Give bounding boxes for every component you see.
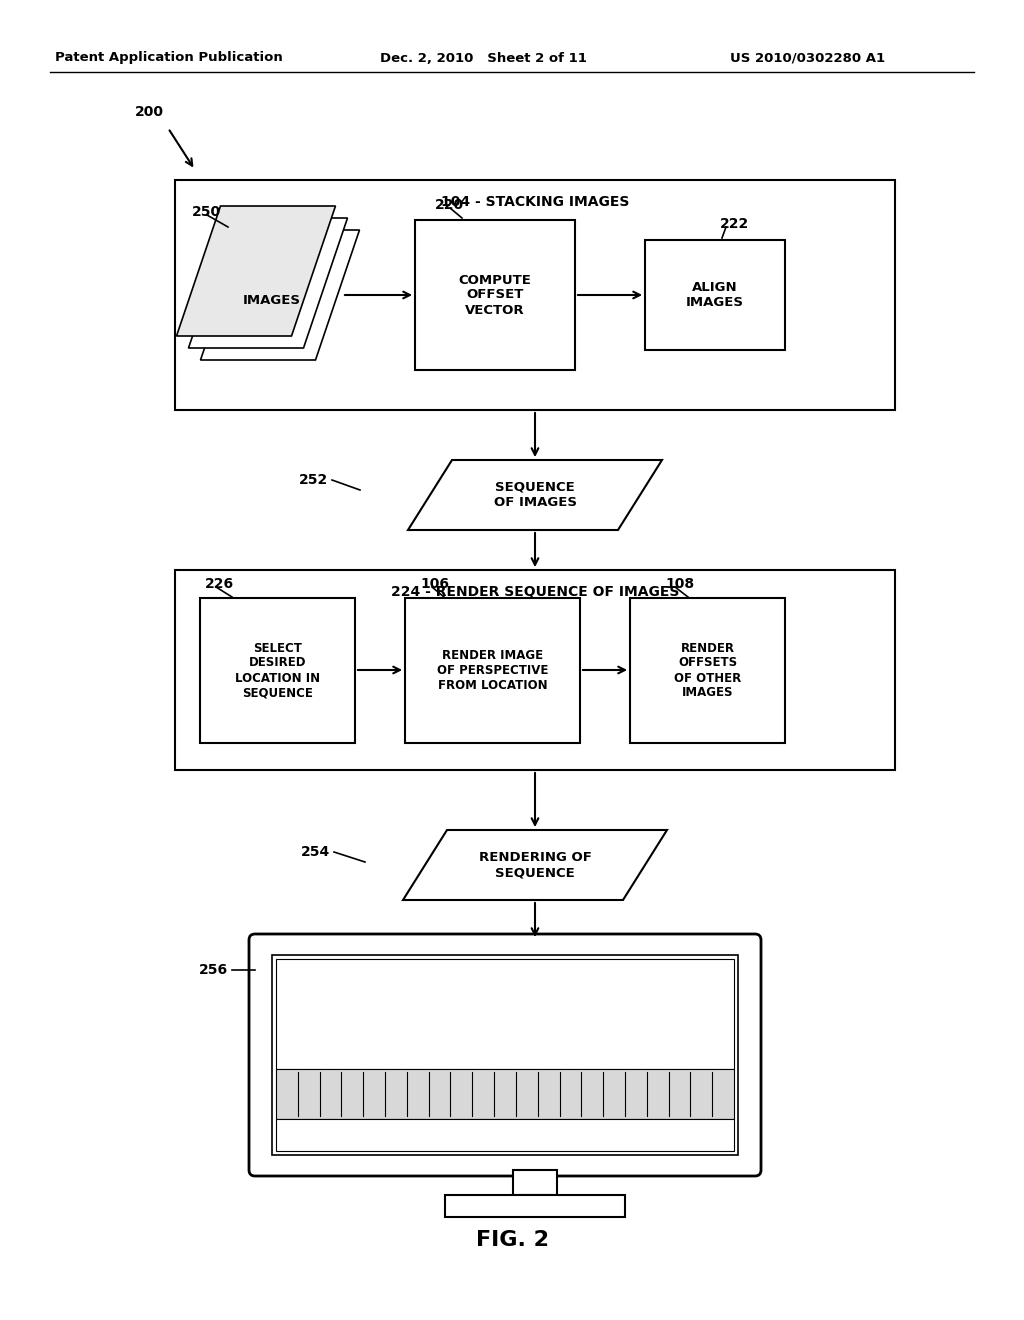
Polygon shape bbox=[188, 218, 347, 348]
Text: RENDER IMAGE
OF PERSPECTIVE
FROM LOCATION: RENDER IMAGE OF PERSPECTIVE FROM LOCATIO… bbox=[437, 649, 548, 692]
Text: US 2010/0302280 A1: US 2010/0302280 A1 bbox=[730, 51, 885, 65]
Text: 256: 256 bbox=[199, 964, 228, 977]
Bar bbox=[513, 1170, 557, 1195]
Bar bbox=[272, 954, 738, 1155]
Polygon shape bbox=[408, 459, 662, 531]
Text: 224 - RENDER SEQUENCE OF IMAGES: 224 - RENDER SEQUENCE OF IMAGES bbox=[391, 585, 679, 599]
Text: 226: 226 bbox=[205, 577, 234, 591]
Text: 250: 250 bbox=[193, 205, 221, 219]
Text: COMPUTE
OFFSET
VECTOR: COMPUTE OFFSET VECTOR bbox=[459, 273, 531, 317]
Text: 222: 222 bbox=[720, 216, 750, 231]
Bar bbox=[276, 1119, 734, 1151]
Text: 220: 220 bbox=[435, 198, 464, 213]
Bar bbox=[630, 598, 785, 743]
Text: Patent Application Publication: Patent Application Publication bbox=[55, 51, 283, 65]
Text: RENDERING OF
SEQUENCE: RENDERING OF SEQUENCE bbox=[478, 851, 592, 879]
Text: Dec. 2, 2010   Sheet 2 of 11: Dec. 2, 2010 Sheet 2 of 11 bbox=[380, 51, 587, 65]
Polygon shape bbox=[403, 830, 667, 900]
Bar bbox=[406, 598, 580, 743]
Bar bbox=[200, 598, 355, 743]
Text: SELECT
DESIRED
LOCATION IN
SEQUENCE: SELECT DESIRED LOCATION IN SEQUENCE bbox=[234, 642, 321, 700]
FancyBboxPatch shape bbox=[249, 935, 761, 1176]
Text: ALIGN
IMAGES: ALIGN IMAGES bbox=[686, 281, 744, 309]
Text: 252: 252 bbox=[299, 473, 328, 487]
Polygon shape bbox=[201, 230, 359, 360]
Text: 104 - STACKING IMAGES: 104 - STACKING IMAGES bbox=[440, 195, 629, 209]
Bar bbox=[276, 960, 734, 1069]
Text: 108: 108 bbox=[665, 577, 694, 591]
Bar bbox=[445, 1195, 625, 1217]
Text: 200: 200 bbox=[135, 106, 164, 119]
Bar bbox=[645, 240, 785, 350]
Polygon shape bbox=[176, 206, 336, 337]
Bar bbox=[276, 1069, 734, 1119]
Text: IMAGES: IMAGES bbox=[243, 293, 301, 306]
Bar bbox=[175, 570, 895, 770]
Text: RENDER
OFFSETS
OF OTHER
IMAGES: RENDER OFFSETS OF OTHER IMAGES bbox=[674, 642, 741, 700]
Text: 106: 106 bbox=[420, 577, 449, 591]
Text: FIG. 2: FIG. 2 bbox=[475, 1230, 549, 1250]
Bar bbox=[415, 220, 575, 370]
Text: 254: 254 bbox=[301, 845, 330, 859]
Text: SEQUENCE
OF IMAGES: SEQUENCE OF IMAGES bbox=[494, 480, 577, 510]
Bar bbox=[175, 180, 895, 411]
